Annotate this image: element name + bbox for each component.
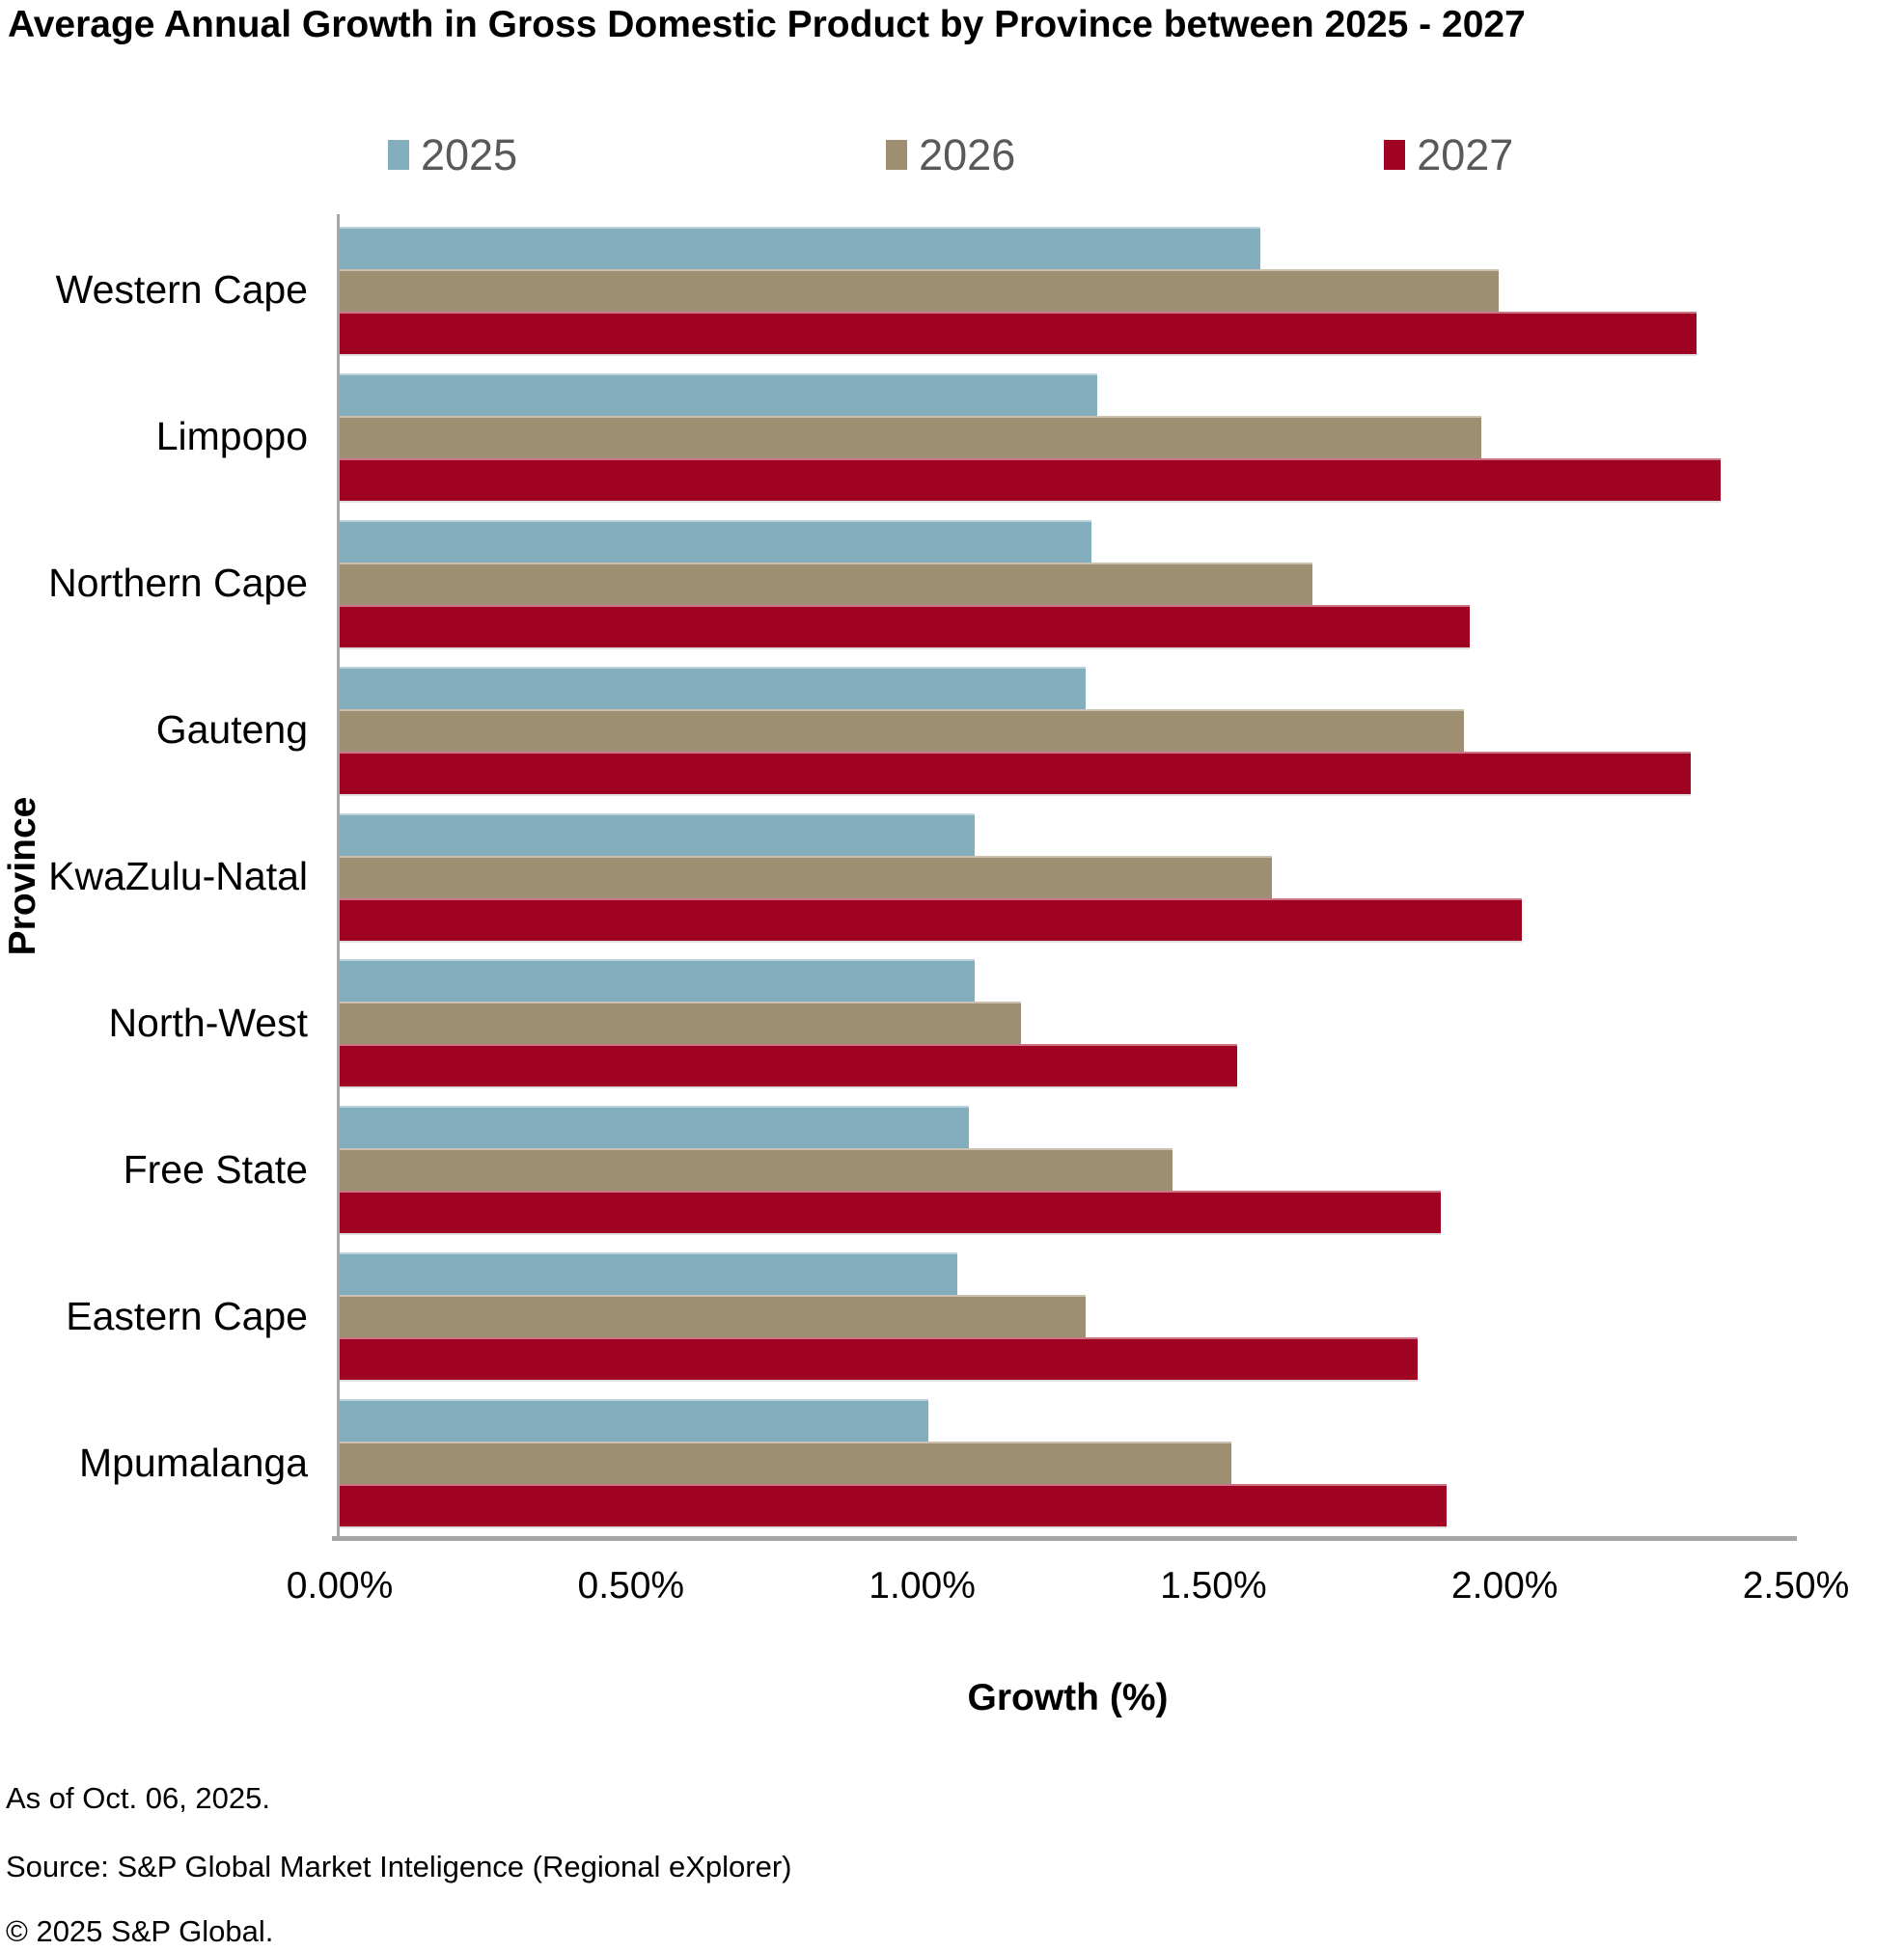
legend-swatch-2027 (1384, 140, 1406, 170)
category-label-mpumalanga: Mpumalanga (78, 1440, 308, 1485)
bar-2026-northern-cape (340, 562, 1312, 605)
category-label-northern-cape: Northern Cape (48, 561, 308, 606)
bar-2026-mpumalanga (340, 1442, 1231, 1485)
bar-2026-kwazulu-natal (340, 855, 1272, 898)
bar-2027-north-west (340, 1044, 1237, 1087)
chart-title: Average Annual Growth in Gross Domestic … (8, 4, 1526, 45)
category-label-gauteng: Gauteng (155, 707, 308, 753)
bar-2027-free-state (340, 1191, 1441, 1234)
bar-2027-eastern-cape (340, 1337, 1418, 1381)
bar-group-northern-cape (340, 510, 1796, 657)
legend-label-2026: 2026 (919, 130, 1016, 179)
bar-2025-mpumalanga (340, 1399, 928, 1443)
bar-group-western-cape (340, 217, 1796, 364)
bar-2025-gauteng (340, 666, 1086, 709)
footer-as-of: As of Oct. 06, 2025. (6, 1781, 270, 1815)
category-label-eastern-cape: Eastern Cape (66, 1293, 308, 1338)
bar-2026-gauteng (340, 708, 1464, 752)
x-tick-label-100: 1.00% (869, 1565, 976, 1607)
bar-group-eastern-cape (340, 1243, 1796, 1389)
y-axis-line (337, 214, 340, 1536)
bar-2027-western-cape (340, 311, 1697, 354)
bar-2027-kwazulu-natal (340, 897, 1523, 941)
footer-source: Source: S&P Global Market Inteligence (R… (6, 1850, 792, 1883)
bar-2025-kwazulu-natal (340, 812, 975, 856)
bar-group-kwazulu-natal (340, 804, 1796, 950)
bar-2025-free-state (340, 1106, 969, 1149)
bar-group-mpumalanga (340, 1389, 1796, 1536)
legend-label-2027: 2027 (1417, 130, 1514, 179)
bar-2026-western-cape (340, 268, 1500, 312)
x-tick-label-000: 0.00% (286, 1565, 394, 1607)
bar-2027-limpopo (340, 457, 1721, 501)
bar-2027-mpumalanga (340, 1484, 1447, 1527)
legend-item-2025: 2025 (388, 133, 517, 177)
bar-2026-limpopo (340, 415, 1482, 458)
legend-label-2025: 2025 (421, 130, 518, 179)
x-axis-ticks: 0.00% 0.50% 1.00% 1.50% 2.00% 2.50% (287, 1565, 1850, 1615)
bar-2027-gauteng (340, 751, 1692, 794)
footer-copyright: © 2025 S&P Global. (6, 1914, 274, 1948)
category-labels-column: Western Cape Limpopo Northern Cape Gauteng K… (0, 217, 333, 1536)
bar-group-north-west (340, 949, 1796, 1096)
bar-2025-northern-cape (340, 519, 1091, 563)
x-tick-label-150: 1.50% (1160, 1565, 1267, 1607)
category-label-western-cape: Western Cape (55, 267, 308, 313)
x-tick-label-250: 2.50% (1742, 1565, 1850, 1607)
bar-2025-north-west (340, 959, 975, 1003)
bar-group-free-state (340, 1096, 1796, 1243)
bar-2025-eastern-cape (340, 1252, 957, 1296)
category-label-north-west: North-West (108, 1000, 308, 1045)
plot-area (340, 217, 1796, 1536)
legend-item-2027: 2027 (1384, 133, 1513, 177)
bar-2027-northern-cape (340, 604, 1470, 647)
category-label-limpopo: Limpopo (155, 414, 308, 459)
category-label-free-state: Free State (123, 1146, 308, 1192)
legend-swatch-2025 (388, 140, 409, 170)
legend: 2025 2026 2027 (388, 133, 1513, 177)
bar-2026-eastern-cape (340, 1295, 1086, 1338)
x-tick-label-200: 2.00% (1450, 1565, 1559, 1607)
bar-2025-limpopo (340, 372, 1097, 416)
x-axis-line (332, 1536, 1797, 1541)
category-label-kwazulu-natal: KwaZulu-Natal (48, 854, 308, 898)
bar-2026-free-state (340, 1148, 1173, 1192)
x-tick-label-050: 0.50% (577, 1565, 685, 1607)
bar-2026-north-west (340, 1002, 1022, 1045)
bar-2025-western-cape (340, 226, 1260, 269)
bar-group-limpopo (340, 364, 1796, 510)
bar-group-gauteng (340, 657, 1796, 804)
legend-item-2026: 2026 (886, 133, 1015, 177)
legend-swatch-2026 (886, 140, 908, 170)
x-axis-title: Growth (%) (967, 1677, 1169, 1718)
